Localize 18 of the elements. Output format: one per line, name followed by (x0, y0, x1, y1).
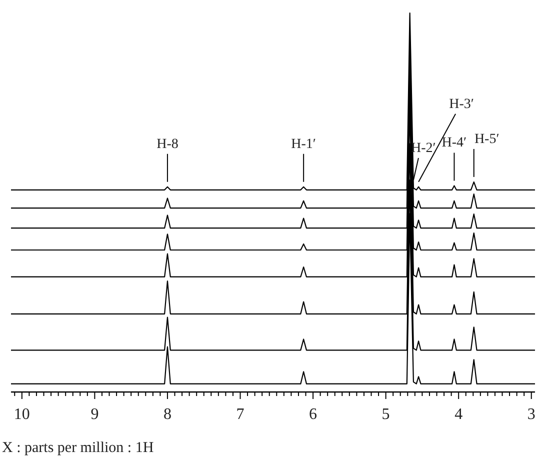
x-axis-title: X : parts per million : 1H (2, 440, 154, 456)
annotation: H-8 (156, 136, 178, 152)
x-tick-label: 6 (309, 406, 318, 423)
x-tick-label: 4 (454, 406, 463, 423)
x-tick-label: 3 (527, 406, 536, 423)
x-tick-label: 8 (163, 406, 172, 423)
x-tick-label: 5 (382, 406, 390, 423)
peak-label: H-4′ (442, 136, 467, 182)
annotation: H-5′ (474, 132, 500, 147)
annotation: H-3′ (449, 96, 474, 112)
annotation: H-1′ (291, 136, 316, 152)
peak-label: H-5′ (473, 132, 500, 178)
annotation: H-4′ (442, 136, 467, 151)
peak-label: H-1′ (291, 136, 316, 182)
x-tick-label: 7 (236, 406, 244, 423)
x-tick-label: 10 (14, 406, 30, 423)
x-tick-label: 9 (90, 406, 99, 423)
peak-label: H-8 (156, 136, 178, 182)
